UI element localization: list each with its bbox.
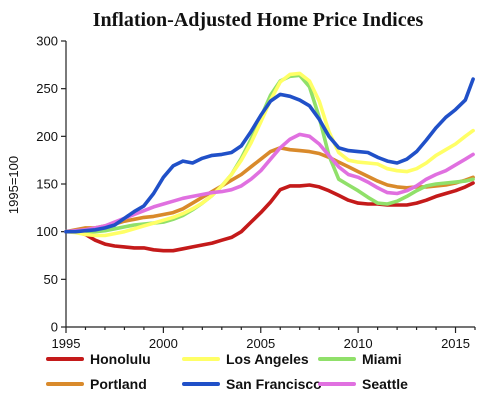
legend-label-miami: Miami: [362, 351, 402, 367]
legend-label-portland: Portland: [90, 376, 147, 392]
y-tick-label: 0: [51, 320, 58, 335]
series-line-honolulu: [64, 181, 475, 253]
y-tick-label: 300: [36, 34, 58, 49]
legend-label-los-angeles: Los Angeles: [226, 351, 309, 367]
legend-label-san-francisco: San Francisco: [226, 376, 322, 392]
legend-label-seattle: Seattle: [362, 376, 408, 392]
x-tick-label: 2015: [441, 336, 470, 351]
y-tick-label: 250: [36, 81, 58, 96]
y-tick-label: 100: [36, 224, 58, 239]
legend: Honolulu Los Angeles Miami Portland San Fran…: [46, 351, 408, 392]
legend-label-honolulu: Honolulu: [90, 351, 151, 367]
chart-title: Inflation-Adjusted Home Price Indices: [93, 9, 424, 31]
x-tick-label: 2000: [149, 336, 178, 351]
y-tick-label: 200: [36, 129, 58, 144]
series-line-seattle: [64, 132, 475, 234]
y-tick-label: 50: [44, 272, 58, 287]
series-line-portland: [64, 146, 475, 234]
x-tick-label: 2010: [344, 336, 373, 351]
axes-group: 0 50 100 150 200 250 300 1995 2000 2005 2010 2015: [36, 34, 476, 351]
x-tick-label: 1995: [52, 336, 81, 351]
series-line-san-francisco: [64, 77, 475, 234]
y-axis-label: 1995=100: [6, 156, 21, 214]
x-tick-label: 2005: [246, 336, 275, 351]
series-line-miami: [64, 73, 475, 234]
series-group: [64, 71, 475, 253]
y-tick-label: 150: [36, 177, 58, 192]
